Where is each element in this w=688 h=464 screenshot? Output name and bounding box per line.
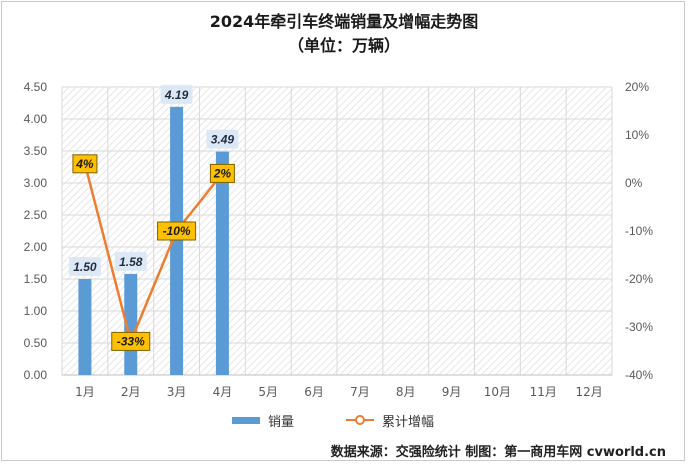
chart-subtitle: （单位：万辆） [287, 36, 400, 55]
y-right-tick-label: 20% [625, 80, 649, 94]
y-left-tick-label: 1.00 [24, 304, 48, 318]
y-right-tick-label: -20% [625, 272, 653, 286]
bar [215, 151, 229, 375]
line-value-label-box [209, 163, 235, 183]
line-value-label: -10% [163, 224, 191, 238]
legend-bar-swatch [232, 416, 260, 424]
x-tick-label: 10月 [484, 385, 511, 399]
line-value-label: -33% [117, 334, 145, 348]
line-value-label: 4% [75, 157, 94, 171]
bar-value-label-bg [114, 251, 147, 271]
x-tick-label: 12月 [575, 385, 602, 399]
x-tick-label: 2月 [121, 385, 141, 399]
line-value-label-box [111, 331, 151, 351]
y-right-tick-label: -30% [625, 320, 653, 334]
legend-item-growth: 累计增幅 [346, 412, 435, 430]
y-left-tick-label: 3.00 [24, 176, 48, 190]
axes: 0.00 0.50 1.00 1.50 2.00 2.50 3.00 3.50 4.00 4.50… [24, 80, 654, 399]
y-right-tick-label: -40% [625, 368, 653, 382]
line-value-label-box [72, 154, 98, 174]
y-right-tick-label: 0% [625, 176, 643, 190]
x-tick-label: 3月 [167, 385, 187, 399]
y-left-tick-label: 0.50 [24, 336, 48, 350]
bar-value-label-bg [206, 129, 239, 149]
legend-label-growth: 累计增幅 [382, 414, 435, 430]
bar [170, 106, 184, 375]
bar-value-label-bg [160, 84, 193, 104]
line-value-label-box [157, 221, 197, 241]
line-value-label: 2% [213, 166, 232, 180]
x-tick-label: 7月 [350, 385, 370, 399]
x-tick-label: 4月 [213, 385, 233, 399]
y-left-tick-label: 2.00 [24, 240, 48, 254]
bar-value-label: 1.50 [73, 260, 97, 274]
legend-label-sales: 销量 [268, 414, 295, 430]
legend-line-swatch [346, 414, 374, 426]
x-tick-label: 6月 [304, 385, 324, 399]
y-left-tick-label: 4.50 [24, 80, 48, 94]
bar-value-label: 1.58 [119, 255, 143, 269]
x-tick-label: 9月 [442, 385, 462, 399]
y-left-tick-label: 2.50 [24, 208, 48, 222]
y-left-tick-label: 1.50 [24, 272, 48, 286]
y-left-tick-label: 4.00 [24, 112, 48, 126]
bar-value-label: 3.49 [211, 133, 235, 147]
x-tick-label: 5月 [258, 385, 278, 399]
y-right-tick-label: 10% [625, 128, 649, 142]
x-tick-label: 8月 [396, 385, 416, 399]
x-tick-label: 11月 [530, 385, 557, 399]
legend-item-sales: 销量 [232, 412, 295, 430]
source-note: 数据来源：交强险统计 制图：第一商用车网 cvworld.cn [330, 445, 666, 460]
data-labels: 1.50 1.58 4.19 3.49 4% -33% -10% 2% [68, 84, 239, 351]
y-left-tick-label: 0.00 [24, 368, 48, 382]
y-right-tick-label: -10% [625, 224, 653, 238]
bar [78, 279, 92, 375]
growth-line [83, 163, 224, 346]
bar-value-label-bg [68, 257, 101, 276]
chart-title: 2024年牵引车终端销量及增幅走势图 [209, 12, 479, 31]
bar-value-label: 4.19 [164, 88, 189, 102]
x-tick-label: 1月 [75, 385, 95, 399]
bar-series [78, 106, 229, 375]
y-left-tick-label: 3.50 [24, 144, 48, 158]
